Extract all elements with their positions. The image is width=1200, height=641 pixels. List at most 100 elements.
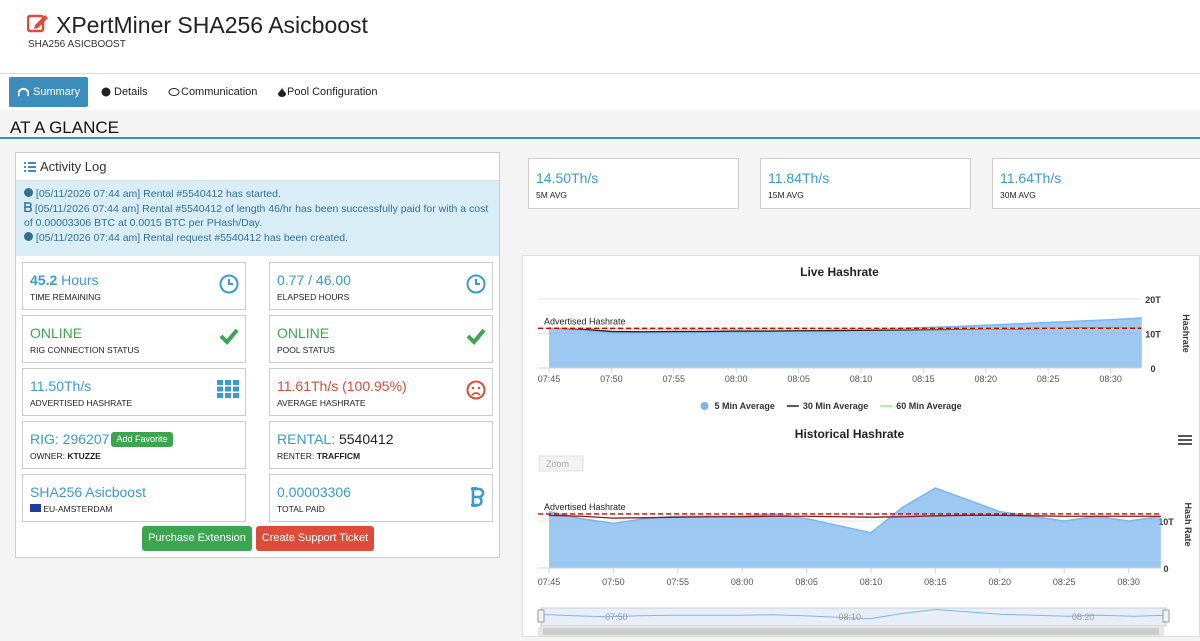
zoom-button[interactable] [538,455,584,472]
info-icon [24,231,33,241]
tab[interactable]: Pool Configuration [264,77,384,107]
x-tick-label: 08:10 [850,374,873,384]
renter-label: RENTER: [277,451,315,461]
bitcoin-icon [471,487,485,507]
chart-panel: Live Hashrate 0 10T 20T Hashrate Advertised H… [522,255,1200,637]
y-axis-title: Hashrate [1181,314,1191,353]
stat-card: SHA256 Asicboost EU-AMSTERDAM [22,474,246,522]
frown-icon [466,380,486,400]
stat-label: TOTAL PAID [277,504,325,514]
section-rule [0,137,1200,139]
x-tick-label: 08:25 [1053,577,1076,587]
stat-unit: Hours [61,272,99,288]
x-tick-label: 08:20 [975,374,998,384]
legend-marker [700,402,709,410]
legend-label: 30 Min Average [803,401,868,411]
navigator-handle[interactable] [1162,609,1170,623]
stat-label: POOL STATUS [277,345,335,355]
navigator-label: 07:50 [605,612,628,622]
tab-label: Summary [33,86,81,98]
stat-card: 11.50Th/s ADVERTISED HASHRATE [22,368,246,416]
tab[interactable]: Summary [9,77,88,107]
avg-card: 11.84Th/s 15M AVG [760,158,971,209]
series-line [548,514,1161,519]
tabs: Summary Details Communication Pool Confi… [0,74,1200,110]
purchase-extension-button[interactable]: Purchase Extension [142,526,252,551]
stat-card: ONLINE POOL STATUS [269,315,493,363]
panel-title: Activity Log [40,159,107,174]
tab-icon [278,87,286,97]
stat-value: 45.2 [30,272,58,288]
x-tick-label: 07:50 [602,577,625,587]
tab-icon [18,87,29,97]
tab[interactable]: Details [86,77,162,107]
stat-value: 11.50Th/s [30,378,92,394]
location: EU-AMSTERDAM [43,504,113,514]
y-tick-label: 20T [1145,295,1161,305]
log-entry: [05/11/2026 07:44 am] Rental #5540412 ha… [24,187,493,202]
y-tick-label: 0 [1150,364,1155,374]
edit-icon [27,14,48,33]
header: XPertMiner SHA256 Asicboost SHA256 ASICB… [0,0,1200,74]
reference-label: Advertised Hashrate [544,502,626,512]
stat-label: RIG CONNECTION STATUS [30,345,140,355]
avg-label: 15M AVG [768,190,804,200]
clock-icon [219,274,239,294]
navigator-line [540,608,1167,620]
info-icon [24,188,33,197]
stat-label: ADVERTISED HASHRATE [30,398,133,408]
stat-label: OWNER: KTUZZE [30,451,101,461]
check-icon [219,328,239,345]
stat-label: RENTER: TRAFFICM [277,451,360,461]
x-tick-label: 08:05 [787,374,810,384]
stat-value: ONLINE [277,325,330,341]
stat-label: TIME REMAINING [30,292,101,302]
stat-label: EU-AMSTERDAM [30,504,112,514]
stat-card: 11.61Th/s (100.95%) AVERAGE HASHRATE [269,368,493,416]
x-tick-label: 07:55 [663,374,686,384]
owner-name: KTUZZE [67,451,101,461]
log-entry: [05/11/2026 07:44 am] Rental #5540412 of… [24,201,493,231]
tab[interactable]: Communication [153,77,265,107]
tab-icon [168,88,180,96]
charts: Live Hashrate 0 10T 20T Hashrate Advertised H… [537,265,1193,636]
stat-value: RIG: 296207 [30,431,110,447]
stat-card: 0.00003306 TOTAL PAID [269,474,493,522]
menu-icon[interactable] [1178,435,1192,445]
x-tick-label: 08:25 [1037,374,1060,384]
x-tick-label: 08:30 [1117,577,1140,587]
tab-icon [101,87,111,97]
stat: RENTAL: 5540412 [277,431,394,447]
eu-flag [30,504,41,512]
support-ticket-button[interactable]: Create Support Ticket [256,526,374,551]
stat: 45.2 Hours [30,272,99,288]
area-fill [549,317,1142,368]
navigator-handle[interactable] [537,609,545,623]
legend-label: 60 Min Average [896,401,961,411]
avg-card: 14.50Th/s 5M AVG [528,158,739,209]
x-tick-label: 07:45 [538,374,561,384]
y-axis-title: Hash Rate [1183,502,1193,546]
y-tick-label: 0 [1163,564,1168,574]
page-title: XPertMiner SHA256 Asicboost [56,12,368,38]
stat-label: ELAPSED HOURS [277,292,350,302]
check-icon [466,328,486,345]
avg-value: 11.64Th/s [1000,170,1062,186]
add-favorite-button[interactable]: Add Favorite [111,432,173,447]
activity-log: [05/11/2026 07:44 am] Rental #5540412 ha… [16,181,499,256]
log-text: [05/11/2026 07:44 am] Rental request #55… [35,231,349,244]
section-title: AT A GLANCE [10,118,119,137]
stat-value: 11.61Th/s (100.95%) [277,378,407,394]
scrollbar-thumb[interactable] [543,628,1159,635]
avg-value: 14.50Th/s [536,170,599,186]
stat-card: RENTAL: 5540412 RENTER: TRAFFICM [269,421,493,469]
stat-card: 0.77 / 46.00 ELAPSED HOURS [269,262,493,310]
rental-label: RENTAL: [277,431,336,447]
x-tick-label: 08:00 [731,577,754,587]
log-text: [05/11/2026 07:44 am] Rental #5540412 ha… [35,188,281,200]
chart-title: Live Hashrate [800,265,879,279]
grid-icon [217,380,239,398]
y-tick-label: 10T [1158,517,1174,527]
activity-panel: Activity Log [05/11/2026 07:44 am] Renta… [15,152,500,558]
